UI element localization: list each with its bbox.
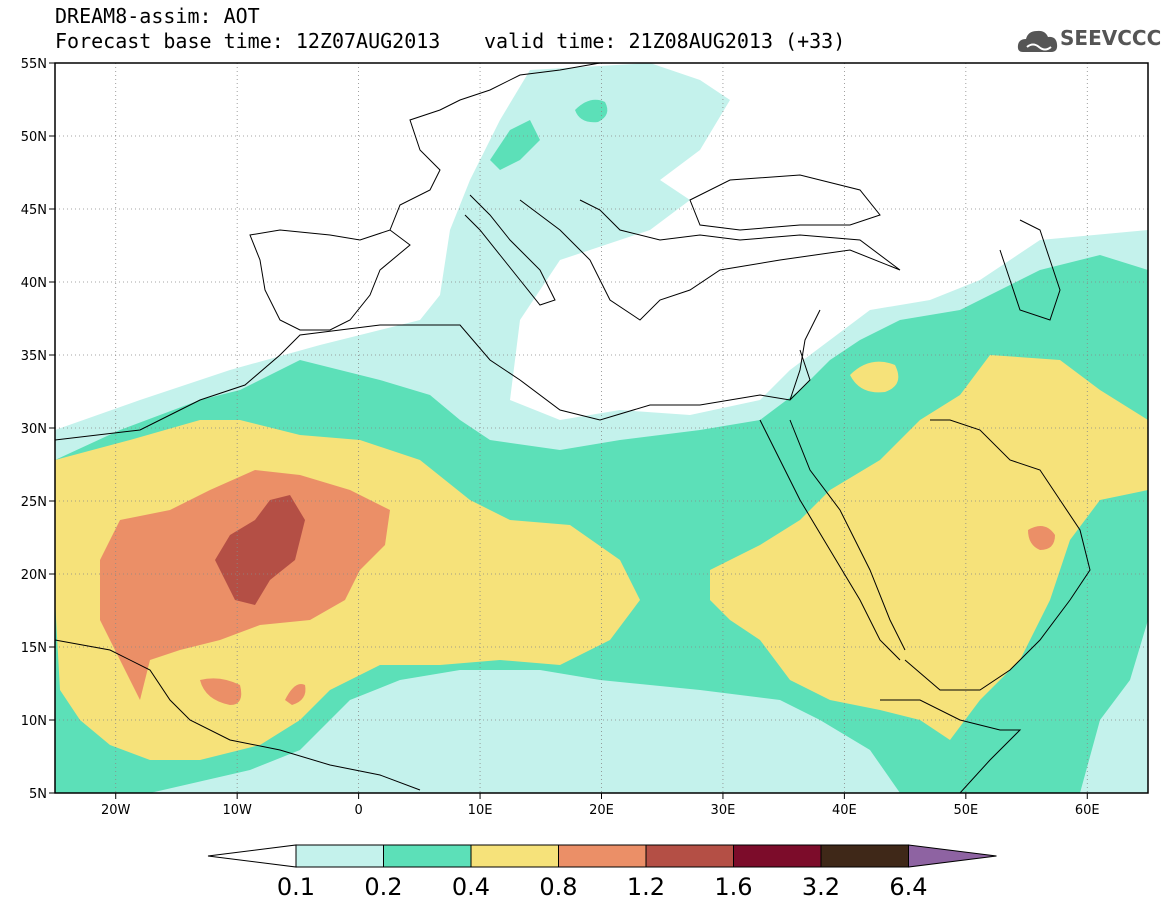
- colorbar-swatch: [558, 844, 647, 868]
- lon-label: 20E: [589, 803, 614, 818]
- aot-contour-0.2-poland: [575, 99, 608, 123]
- colorbar-lower-extension: [207, 844, 297, 868]
- lon-label: 40E: [832, 803, 857, 818]
- lat-label: 30N: [21, 422, 47, 437]
- colorbar-label: 6.4: [889, 873, 927, 901]
- lat-label: 25N: [21, 495, 47, 510]
- lon-label: 20W: [101, 803, 131, 818]
- colorbar-label: 0.4: [452, 873, 490, 901]
- colorbar-swatch: [645, 844, 734, 868]
- colorbar-swatch: [470, 844, 559, 868]
- lon-label: 50E: [953, 803, 978, 818]
- colorbar-label: 0.2: [364, 873, 402, 901]
- lat-label: 45N: [21, 203, 47, 218]
- aot-contour-0.8-oman: [1028, 526, 1055, 550]
- forecast-base-time: Forecast base time: 12Z07AUG2013: [55, 29, 441, 53]
- colorbar: 0.1 0.2 0.4 0.8 1.2 1.6 3.2 6.4: [207, 844, 997, 901]
- colorbar-label: 0.8: [539, 873, 577, 901]
- aot-contour-0.4-iraq: [850, 361, 899, 393]
- valid-time: valid time: 21Z08AUG2013 (+33): [484, 29, 846, 53]
- lon-label: 10E: [468, 803, 493, 818]
- aot-contour-1.2: [215, 495, 305, 605]
- lat-label: 20N: [21, 568, 47, 583]
- colorbar-swatch: [383, 844, 472, 868]
- colorbar-swatch: [733, 844, 822, 868]
- lat-label: 5N: [29, 787, 47, 802]
- lat-label: 35N: [21, 349, 47, 364]
- latitude-labels: 55N 50N 45N 40N 35N 30N 25N 20N 15N 10N 5N: [21, 57, 55, 802]
- colorbar-label: 1.6: [714, 873, 752, 901]
- colorbar-upper-extension: [908, 844, 997, 868]
- logo-text: SEEVCCC: [1060, 26, 1162, 50]
- colorbar-label: 3.2: [802, 873, 840, 901]
- aot-contour-0.8-b: [200, 678, 242, 705]
- lat-label: 10N: [21, 714, 47, 729]
- colorbar-label: 1.2: [627, 873, 665, 901]
- lon-label: 10W: [222, 803, 252, 818]
- map-gridlines: [55, 63, 1148, 793]
- aot-contour-0.2-europe: [490, 120, 540, 170]
- lat-label: 40N: [21, 276, 47, 291]
- aot-contour-0.4-arabia: [710, 355, 1148, 740]
- lon-label: 30E: [711, 803, 736, 818]
- lon-label: 0: [354, 803, 362, 818]
- lat-label: 50N: [21, 130, 47, 145]
- aot-contour-0.8-c: [285, 684, 306, 705]
- lon-label: 60E: [1075, 803, 1100, 818]
- longitude-labels: 20W 10W 0 10E 20E 30E 40E 50E 60E: [101, 793, 1100, 818]
- colorbar-label: 0.1: [277, 873, 315, 901]
- map-title: DREAM8-assim: AOT: [55, 4, 260, 28]
- lat-label: 55N: [21, 57, 47, 72]
- lat-label: 15N: [21, 641, 47, 656]
- colorbar-swatch: [295, 844, 384, 868]
- cloud-icon: [1017, 30, 1058, 52]
- colorbar-swatch: [820, 844, 909, 868]
- coastlines: [55, 63, 1091, 793]
